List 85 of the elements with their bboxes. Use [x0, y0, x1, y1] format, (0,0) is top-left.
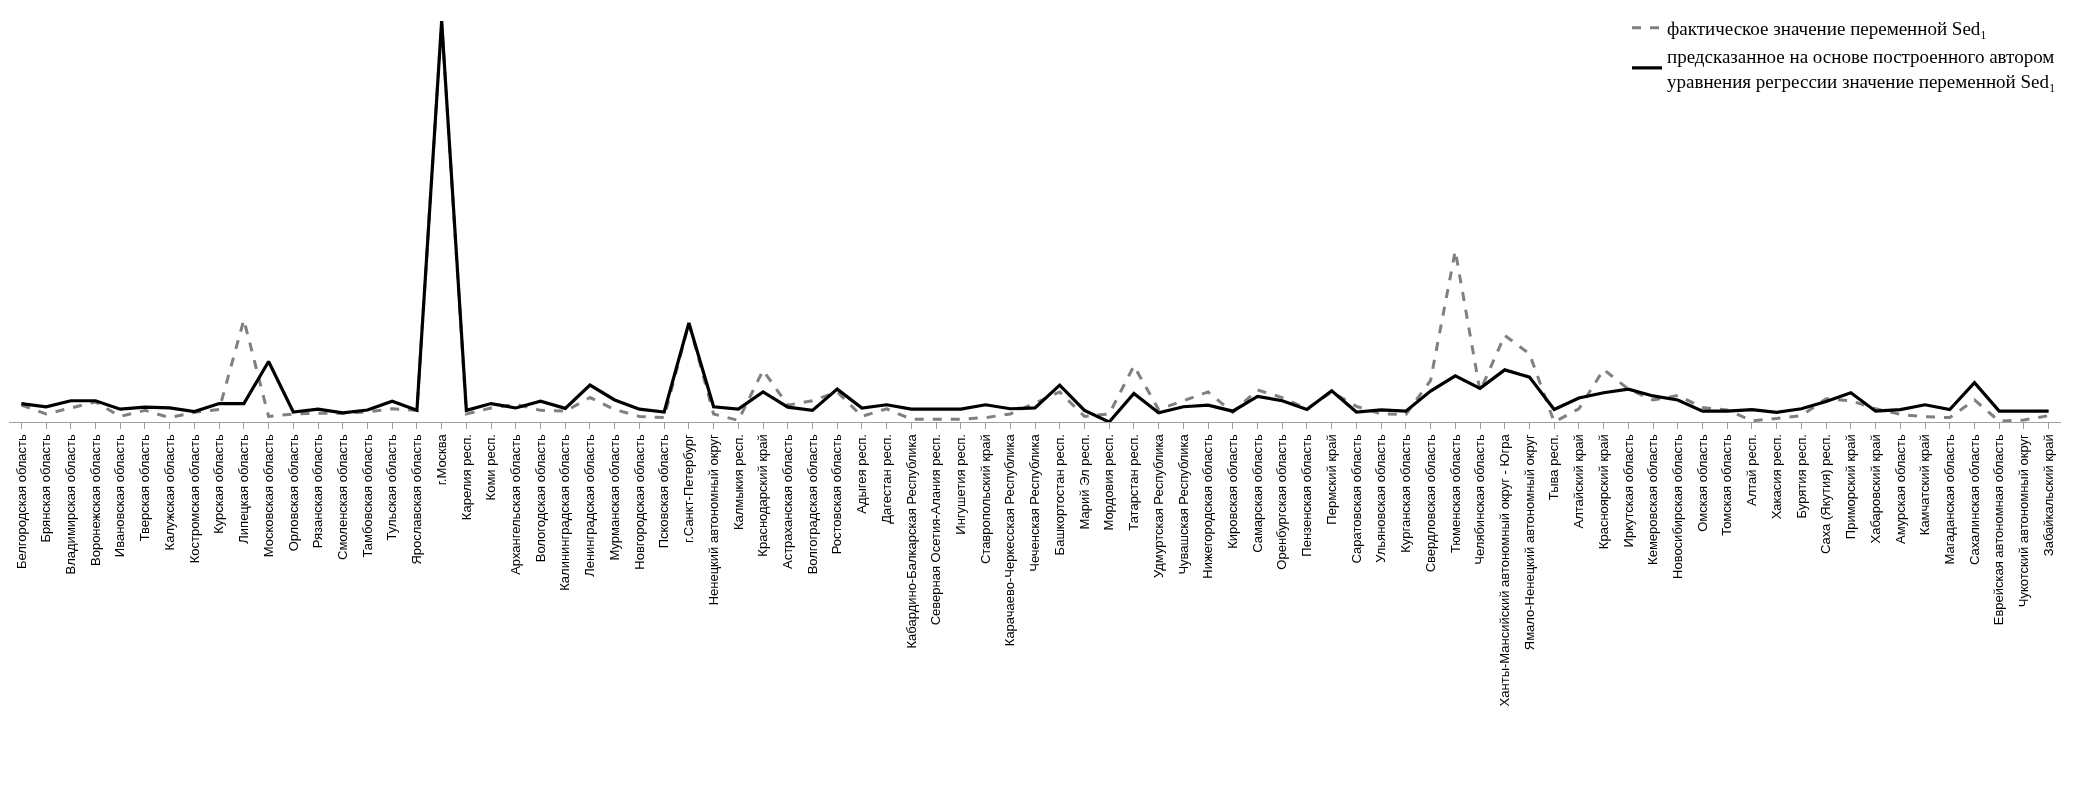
x-tick-label: Дагестан респ. — [878, 434, 894, 524]
x-tick-label: Вологодская область — [532, 433, 548, 563]
x-tick-label: Кемеровская область — [1645, 433, 1661, 565]
x-tick-label: Новгородская область — [631, 433, 647, 570]
x-tick-label: Липецкая область — [236, 433, 252, 544]
x-tick-label: Хабаровский край — [1867, 434, 1883, 544]
x-tick-label: Пензенская область — [1299, 433, 1315, 557]
x-tick-label: Адыгея респ. — [854, 434, 870, 514]
x-tick-label: Северная Осетия-Алания респ. — [928, 434, 944, 626]
x-tick-label: Курганская область — [1398, 433, 1414, 553]
x-tick-label: Ярославская область — [409, 433, 425, 565]
x-tick-label: Алтай респ. — [1744, 434, 1760, 506]
x-tick-label: Красноярский край — [1595, 434, 1611, 550]
x-tick-label: Брянская область — [38, 433, 54, 543]
x-tick-label: Нижегородская область — [1200, 433, 1216, 579]
x-tick-label: Ханты-Мансийский автономный округ - Югра — [1496, 433, 1512, 707]
x-tick-label: Псковская область — [656, 433, 672, 549]
x-tick-label: Ненецкий автономный округ — [705, 433, 721, 606]
x-tick-label: Калмыкия респ. — [730, 434, 746, 531]
x-tick-label: Воронежская область — [87, 433, 103, 567]
x-tick-label: Карачаево-Черкесская Республика — [1002, 433, 1018, 647]
x-tick-label: Хакасия респ. — [1768, 434, 1784, 520]
x-tick-label: Сахалинская область — [1966, 433, 1982, 566]
x-tick-label: г.Санкт-Петербург — [681, 433, 697, 543]
x-tick-label: Саха (Якутия) респ. — [1818, 434, 1834, 555]
x-tick-label: Волгоградская область — [804, 433, 820, 575]
x-tick-label: Тамбовская область — [359, 433, 375, 558]
x-tick-label: Приморский край — [1843, 434, 1859, 540]
x-tick-label: Башкортостан респ. — [1051, 434, 1067, 556]
x-tick-label: Владимирская область — [63, 433, 79, 575]
x-tick-label: Новосибирская область — [1670, 433, 1686, 579]
x-tick-label: Чувашская Республика — [1175, 433, 1191, 575]
x-tick-label: Иркутская область — [1620, 433, 1636, 548]
x-tick-label: Челябинская область — [1472, 433, 1488, 565]
x-tick-label: Забайкальский край — [2040, 434, 2056, 557]
x-tick-label: Карелия респ. — [458, 434, 474, 521]
x-tick-label: Томская область — [1719, 433, 1735, 536]
x-tick-label: Камчатский край — [1917, 434, 1933, 536]
x-tick-label: Ингушетия респ. — [953, 434, 969, 535]
x-tick-label: Калининградская область — [557, 433, 573, 591]
x-tick-label: Астраханская область — [779, 433, 795, 570]
x-tick-label: Ростовская область — [829, 433, 845, 555]
x-tick-label: Магаданская область — [1941, 433, 1957, 565]
x-tick-label: Белгородская область — [13, 433, 29, 570]
x-tick-label: Татарстан респ. — [1126, 434, 1142, 531]
x-tick-label: Марий Эл респ. — [1076, 434, 1092, 530]
x-tick-label: Курская область — [211, 433, 227, 534]
x-tick-label: Ульяновская область — [1373, 433, 1389, 563]
x-tick-label: Чукотский автономный округ — [2016, 433, 2032, 608]
x-tick-label: Ямало-Ненецкий автономный округ — [1521, 433, 1537, 651]
x-tick-label: Костромская область — [186, 433, 202, 564]
x-tick-label: Коми респ. — [483, 434, 499, 501]
x-tick-label: Чеченская Республика — [1027, 433, 1043, 572]
x-tick-label: Саратовская область — [1348, 433, 1364, 564]
x-tick-label: Смоленская область — [334, 433, 350, 560]
x-tick-label: Тюменская область — [1447, 433, 1463, 554]
x-tick-label: Мордовия респ. — [1101, 434, 1117, 531]
x-tick-label: Рязанская область — [310, 433, 326, 549]
x-tick-label: г.Москва — [433, 433, 449, 486]
x-tick-label: Мурманская область — [606, 433, 622, 561]
x-tick-label: Удмуртская Республика — [1150, 433, 1166, 579]
x-tick-label: Ставропольский край — [977, 434, 993, 565]
x-tick-label: Ленинградская область — [582, 433, 598, 577]
legend-label: фактическое значение переменной Sed₁ — [1667, 18, 1987, 40]
x-tick-label: Тульская область — [384, 433, 400, 541]
x-tick-label: Кабардино-Балкарская Республика — [903, 433, 919, 649]
x-tick-label: Тверская область — [137, 433, 153, 542]
x-tick-label: Свердловская область — [1422, 433, 1438, 573]
x-tick-label: Еврейская автономная область — [1991, 433, 2007, 626]
x-tick-label: Самарская область — [1249, 433, 1265, 553]
x-tick-label: Тыва респ. — [1546, 434, 1562, 501]
x-tick-label: Московская область — [260, 433, 276, 558]
x-tick-label: Омская область — [1694, 433, 1710, 532]
x-tick-label: Оренбургская область — [1274, 433, 1290, 570]
x-tick-label: Бурятия респ. — [1793, 434, 1809, 519]
x-tick-label: Ивановская область — [112, 433, 128, 558]
x-tick-label: Архангельская область — [508, 433, 524, 575]
legend-label: предсказанное на основе построенного автором уравнения регрессии значение переменной Sed₁ — [1667, 45, 2056, 92]
x-tick-label: Алтайский край — [1571, 434, 1587, 529]
x-tick-label: Калужская область — [161, 433, 177, 551]
x-tick-label: Краснодарский край — [755, 434, 771, 557]
x-tick-label: Амурская область — [1892, 433, 1908, 545]
x-tick-label: Пермский край — [1323, 434, 1339, 525]
x-tick-label: Орловская область — [285, 433, 301, 552]
x-tick-label: Кировская область — [1225, 433, 1241, 549]
